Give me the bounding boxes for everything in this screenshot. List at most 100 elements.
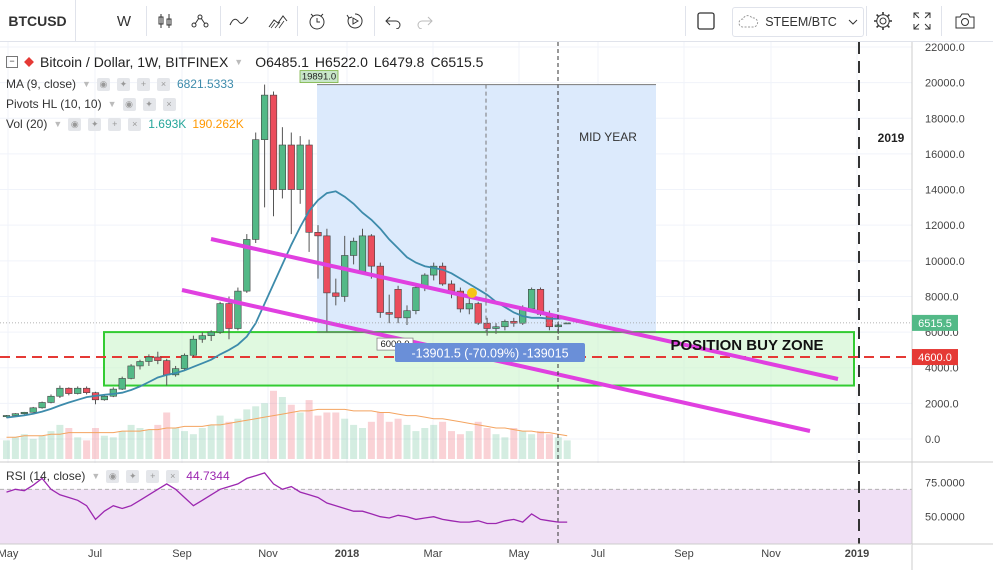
candle-body [367,235,376,267]
replay-icon[interactable] [341,8,369,34]
candle [29,406,37,413]
price-chart[interactable]: 19891.0 6000.0-13901.5 (-70.09%) -139015 M… [0,42,993,570]
volume-bar [118,431,126,459]
volume-bar [465,431,473,459]
add-icon[interactable]: + [108,117,122,131]
range-label-box [395,343,585,363]
volume-bar [65,428,73,459]
candle [83,386,91,395]
settings-icon[interactable]: ✦ [126,469,140,483]
vol-label: Vol (20) [6,117,48,131]
buy-zone-label: POSITION BUY ZONE [670,337,823,354]
candle [287,132,295,235]
line-icon[interactable] [225,8,253,34]
close-icon[interactable]: × [128,117,142,131]
volume-bar [563,440,571,459]
vol-value-2: 190.262K [192,117,244,131]
candle-body [385,312,393,315]
candle-body [492,326,500,329]
volume-bar [448,431,455,459]
price-tag: 6515.5 [918,318,952,330]
legend-rsi: RSI (14, close) ▼ ◉ ✦ + × 44.7344 [6,469,230,483]
candle [38,401,46,409]
candle [314,225,322,279]
annotations: 19891.0 6000.0-13901.5 (-70.09%) -139015 M… [181,42,905,512]
candle-body [127,365,135,379]
close-icon[interactable]: × [156,77,170,91]
chevron-down-icon [848,19,858,25]
volume-bar [367,421,375,459]
candle [438,262,447,286]
square-icon[interactable] [692,8,720,34]
volume-bar [109,437,117,459]
candle-body [100,395,108,401]
volume-bar [528,434,536,459]
volume-bar [181,431,188,459]
candle [11,413,20,416]
interval-button[interactable]: W [116,12,132,30]
candle-body [83,387,91,393]
close-icon[interactable]: × [166,469,180,483]
candle-body [501,321,509,328]
compare-button[interactable]: STEEM/BTC [732,7,864,37]
candle-body [260,94,269,140]
symbol-button[interactable]: BTCUSD [0,0,76,41]
high-label: 19891.0 [302,72,336,83]
candle [465,298,473,315]
candle-body [154,356,162,361]
redo-icon[interactable] [411,8,439,34]
camera-icon[interactable] [951,8,979,34]
time-tick-label: Mar [424,548,443,560]
volume-bar [323,412,331,459]
volume-bar [430,424,438,459]
add-icon[interactable]: + [146,469,160,483]
volume-bar [270,390,277,459]
candle [243,234,251,293]
price-tick-label: 4000.0 [925,363,959,375]
ma-label: MA (9, close) [6,77,77,91]
candle-body [358,235,367,272]
volume-bar [412,431,420,459]
candle-body [314,232,322,237]
volume-bar [501,437,509,459]
area-icon[interactable] [264,8,292,34]
candle-body [465,303,473,310]
channel-upper-line [210,237,839,381]
volume-bar [100,435,108,459]
ohlc-high: H6522.0 [314,54,368,70]
volume-bar [510,428,518,459]
volume-bar [29,438,37,459]
close-icon[interactable]: × [162,97,176,111]
volume-bar [216,415,224,459]
eye-icon[interactable]: ◉ [68,117,82,131]
fullscreen-icon[interactable] [908,8,936,34]
volume-bar [234,418,242,459]
support-tag-box [912,349,958,366]
alert-icon[interactable] [303,8,331,34]
settings-icon[interactable]: ✦ [142,97,156,111]
candle-body [474,303,482,324]
candles-icon[interactable] [151,8,179,34]
add-icon[interactable]: + [136,77,150,91]
settings-icon[interactable]: ✦ [88,117,102,131]
settings-icon[interactable]: ✦ [116,77,130,91]
eye-icon[interactable]: ◉ [122,97,136,111]
time-tick-label: Nov [258,548,278,560]
eye-icon[interactable]: ◉ [106,469,120,483]
volume-bar [3,440,10,459]
candle [216,301,224,334]
candle-body [483,322,491,329]
eye-icon[interactable]: ◉ [96,77,110,91]
gear-icon[interactable] [869,8,897,34]
time-tick-label: Sep [172,548,192,560]
candle-body [198,335,206,340]
indicators-icon[interactable] [186,8,214,34]
caret-icon: ▼ [107,99,117,109]
candle [501,319,509,331]
undo-icon[interactable] [379,8,407,34]
caret-icon: ▼ [234,57,244,67]
candle-body [189,338,198,356]
volume-bar [243,409,251,459]
candle [136,359,144,370]
collapse-icon[interactable]: − [6,56,18,68]
